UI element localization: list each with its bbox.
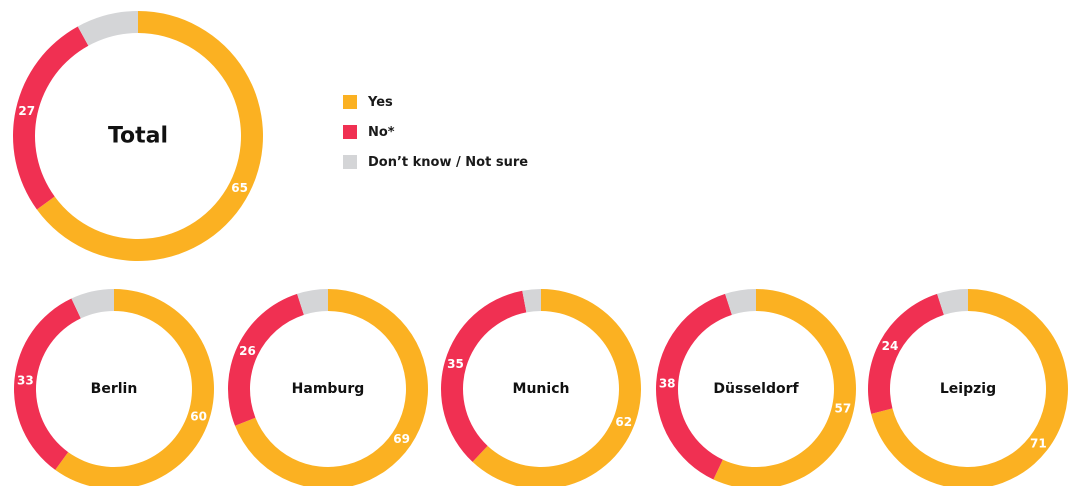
donut-dusseldorf: 57 38 Düsseldorf (656, 289, 856, 486)
donut-total: 65 27 Total (13, 10, 263, 262)
donut-title-dusseldorf: Düsseldorf (713, 381, 799, 397)
value-label-total-no: 27 (18, 104, 35, 118)
slice-hamburg-no (227, 293, 304, 426)
legend: Yes No* Don’t know / Not sure (343, 92, 528, 172)
legend-label-dont-know: Don’t know / Not sure (368, 154, 529, 170)
slice-dusseldorf-no (656, 293, 732, 480)
donut-berlin: 60 33 Berlin (13, 289, 214, 486)
value-label-total-yes: 65 (231, 181, 248, 195)
legend-item-yes: Yes (343, 92, 528, 112)
legend-item-no: No* (343, 122, 528, 142)
slice-berlin-yes (55, 289, 214, 486)
slice-leipzig-dk (937, 289, 968, 315)
slice-dusseldorf-dk (725, 289, 756, 315)
slice-berlin-dk (71, 289, 114, 319)
value-label-munich-yes: 62 (615, 415, 632, 429)
donut-title-berlin: Berlin (91, 381, 138, 397)
slice-munich-yes (472, 289, 641, 486)
legend-label-yes: Yes (368, 94, 393, 110)
donut-hamburg: 69 26 Hamburg (227, 289, 428, 486)
slice-munich-no (441, 290, 527, 462)
donut-title-total: Total (108, 124, 168, 149)
donut-leipzig: 71 24 Leipzig (867, 289, 1069, 486)
legend-label-no: No* (368, 124, 395, 140)
slice-leipzig-no (867, 293, 944, 414)
slice-berlin-no (13, 298, 81, 470)
legend-swatch-dont-know (343, 155, 357, 169)
value-label-dusseldorf-no: 38 (659, 376, 676, 390)
slice-hamburg-dk (297, 289, 328, 315)
legend-swatch-no (343, 125, 357, 139)
value-label-hamburg-no: 26 (239, 344, 256, 358)
value-label-dusseldorf-yes: 57 (835, 401, 852, 415)
donut-title-leipzig: Leipzig (940, 381, 996, 397)
legend-swatch-yes (343, 95, 357, 109)
value-label-leipzig-yes: 71 (1030, 437, 1047, 451)
legend-item-dont-know: Don’t know / Not sure (343, 152, 528, 172)
value-label-leipzig-no: 24 (882, 339, 899, 353)
donut-munich: 62 35 Munich (441, 289, 641, 486)
slice-total-no (13, 26, 89, 210)
slice-dusseldorf-yes (713, 289, 856, 486)
slice-munich-dk (522, 289, 541, 313)
value-label-berlin-no: 33 (17, 374, 34, 388)
slice-total-dk (77, 10, 138, 46)
value-label-hamburg-yes: 69 (393, 432, 410, 446)
value-label-berlin-yes: 60 (190, 410, 207, 424)
donut-title-hamburg: Hamburg (292, 381, 365, 397)
value-label-munich-no: 35 (447, 357, 464, 371)
donut-title-munich: Munich (513, 381, 570, 397)
